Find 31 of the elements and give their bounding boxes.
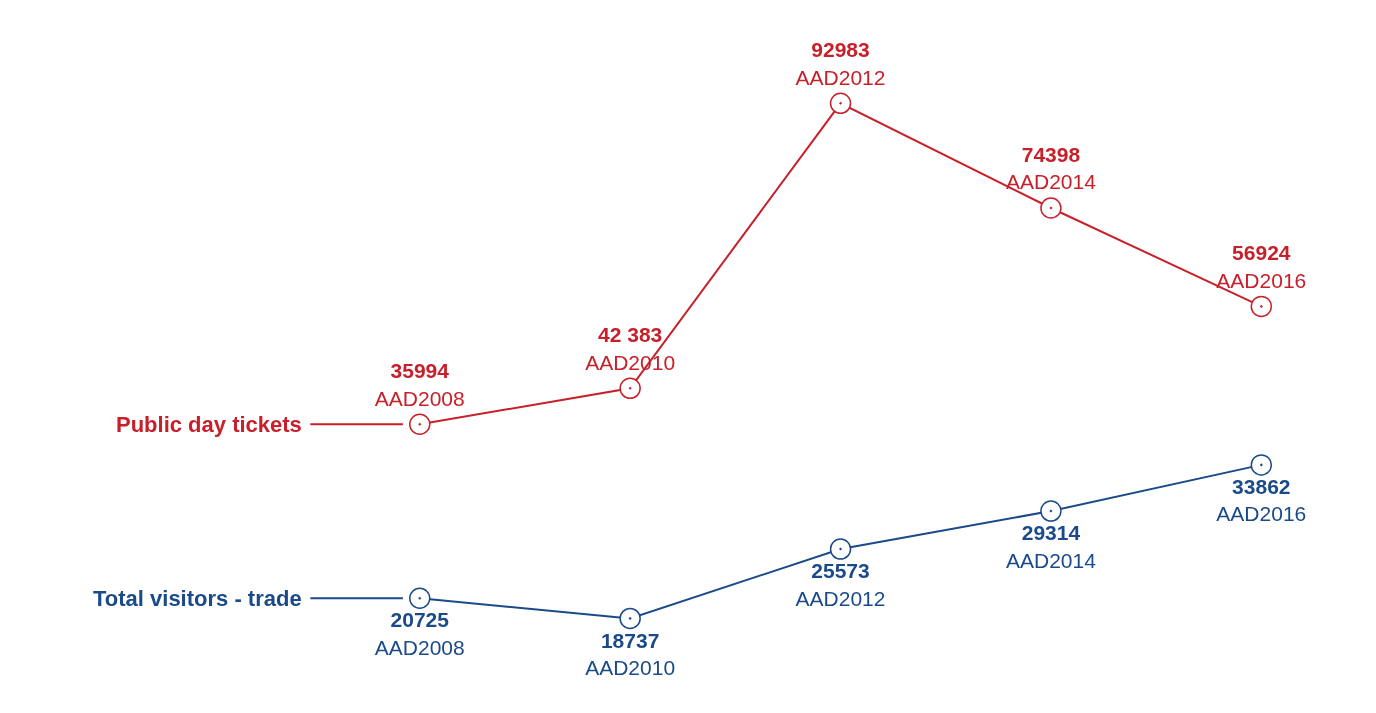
data-label: 20725	[390, 608, 450, 632]
point	[1040, 197, 1062, 219]
data-label: 18737	[600, 628, 660, 652]
data-label: 92983	[811, 38, 870, 62]
x-tick-label: AAD2012	[795, 586, 886, 610]
data-label: 42 383	[598, 323, 663, 347]
point	[829, 538, 852, 560]
legend-label: Public day tickets	[116, 412, 302, 437]
x-tick-label: AAD2014	[1005, 548, 1097, 572]
x-tick-label: AAD2008	[374, 386, 465, 410]
x-tick-label: AAD2008	[374, 635, 465, 659]
point	[829, 92, 852, 115]
data-label: 74398	[1021, 142, 1081, 166]
point	[619, 377, 641, 400]
point	[1250, 295, 1273, 318]
point	[1250, 454, 1273, 476]
x-tick-label: AAD2010	[585, 655, 676, 679]
data-label: 56924	[1232, 241, 1291, 265]
x-tick-label: AAD2016	[1216, 502, 1307, 526]
point	[1040, 500, 1062, 522]
point	[409, 413, 431, 436]
point	[619, 607, 641, 630]
data-label: 29314	[1021, 521, 1081, 545]
data-label: 33862	[1232, 475, 1291, 499]
point	[409, 587, 431, 609]
x-tick-label: AAD2014	[1005, 170, 1097, 194]
legend-label: Total visitors - trade	[93, 586, 302, 611]
x-tick-label: AAD2016	[1216, 268, 1307, 292]
data-label: 25573	[811, 559, 870, 583]
data-label: 35994	[390, 359, 450, 383]
x-tick-label: AAD2012	[795, 65, 886, 89]
